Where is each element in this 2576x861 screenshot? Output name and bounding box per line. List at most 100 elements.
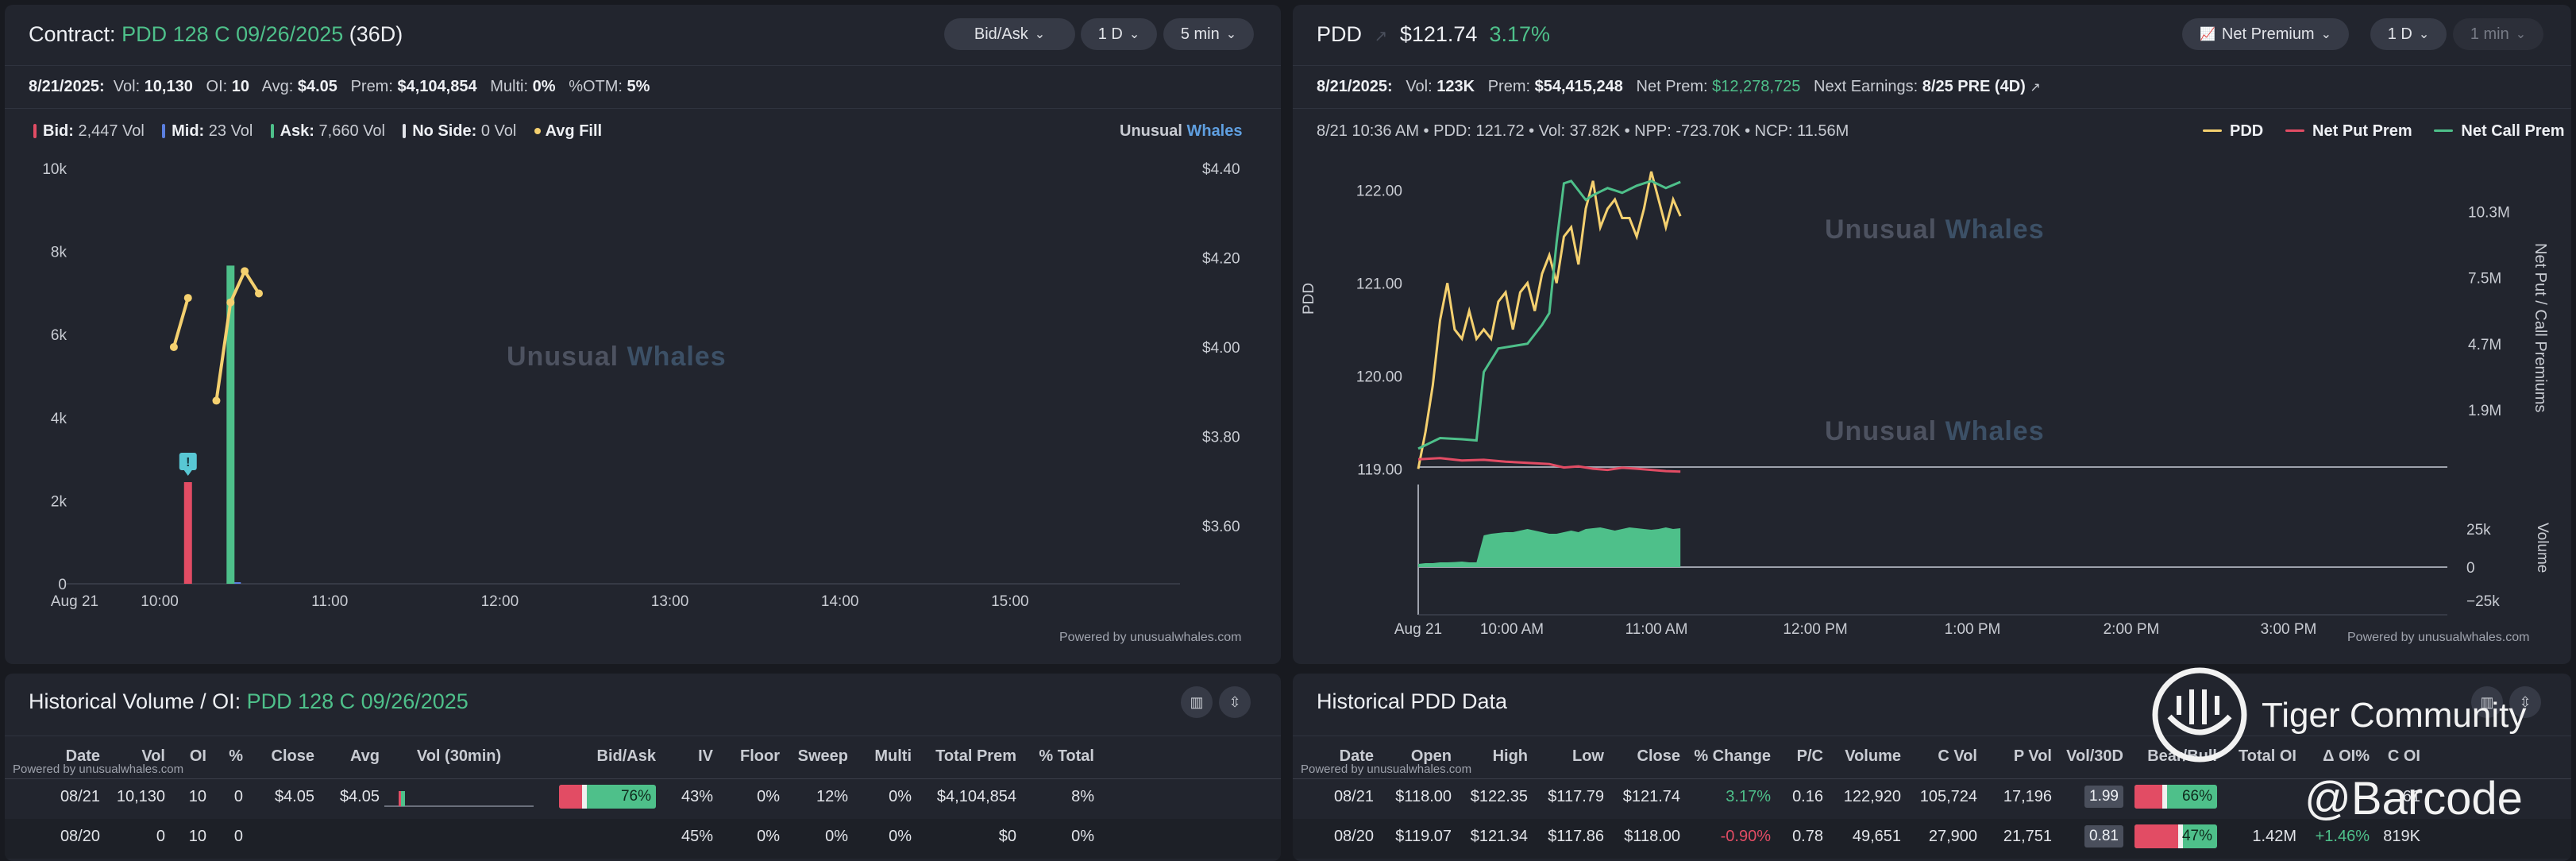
mode-dropdown[interactable]: Bid/Ask ⌄ [944, 18, 1075, 50]
col-change[interactable]: % Change [1694, 747, 1771, 765]
cell-change: 3.17% [1726, 787, 1771, 805]
col-vol[interactable]: Vol [141, 747, 165, 765]
external-link-icon[interactable]: ↗ [1374, 28, 1388, 45]
col-low[interactable]: Low [1572, 747, 1604, 765]
col-total-prem[interactable]: Total Prem [935, 747, 1016, 765]
col-coi[interactable]: C OI [2387, 747, 2420, 765]
col-vol30[interactable]: Vol (30min) [416, 747, 502, 765]
stats-avg-label: Avg: [261, 78, 294, 95]
col-pvol[interactable]: P Vol [2013, 747, 2052, 765]
cell-pc: 0.16 [1792, 787, 1823, 805]
x-tick-label: 1:00 PM [1945, 621, 2001, 638]
legend-pdd[interactable]: PDD [2230, 122, 2264, 140]
cell-sweep: 0% [825, 827, 848, 845]
table-row[interactable]: 08/21 10,130 10 0 $4.05 $4.05 76% 43% 0%… [5, 777, 1281, 817]
chevron-down-icon: ⌄ [2418, 28, 2430, 41]
col-open[interactable]: Open [1410, 747, 1452, 765]
stats-prem: $4,104,854 [397, 78, 477, 95]
cell-volume: 49,651 [1852, 827, 1901, 845]
y-left-tick-label: 119.00 [1357, 461, 1402, 478]
cell-total-oi [2217, 777, 2296, 817]
col-date[interactable]: Date [1339, 747, 1374, 765]
expand-icon[interactable]: ⇳ [1219, 686, 1251, 718]
contract-symbol[interactable]: PDD 128 C 09/26/2025 [121, 22, 344, 46]
legend-noside-label: No Side: [412, 122, 477, 140]
powered-by[interactable]: Powered by unusualwhales.com [13, 763, 184, 776]
volume-tick-label: −25k [2466, 593, 2500, 610]
table-row[interactable] [1293, 819, 2571, 859]
noside-swatch [403, 124, 407, 138]
table-row[interactable]: 08/20 $119.07 $121.34 $117.86 $118.00 -0… [1293, 817, 2571, 856]
legend-call[interactable]: Net Call Prem [2461, 122, 2565, 140]
pdd-ticker[interactable]: PDD [1317, 22, 1363, 46]
col-pct[interactable]: % [229, 747, 243, 765]
contract-panel: Contract: PDD 128 C 09/26/2025 (36D) Bid… [5, 5, 1281, 664]
hist-contract[interactable]: PDD 128 C 09/26/2025 [246, 689, 469, 713]
pdd-range-dropdown[interactable]: 1 D ⌄ [2370, 18, 2447, 50]
x-tick-label: Aug 21 [51, 593, 98, 610]
mode-dropdown-label: Bid/Ask [974, 25, 1028, 43]
col-pc[interactable]: P/C [1796, 747, 1823, 765]
table-row[interactable]: 08/21 $118.00 $122.35 $117.79 $121.74 3.… [1293, 777, 2571, 817]
col-bidask[interactable]: Bid/Ask [596, 747, 656, 765]
col-cvol[interactable]: C Vol [1938, 747, 1977, 765]
col-iv[interactable]: IV [698, 747, 713, 765]
y-left-tick-label: 0 [58, 577, 67, 593]
x-tick-label: Aug 21 [1394, 621, 1442, 638]
contract-legend: Bid: 2,447 Vol Mid: 23 Vol Ask: 7,660 Vo… [33, 122, 602, 141]
pdd-stats-earn[interactable]: 8/25 PRE (4D) [1922, 78, 2026, 95]
stats-oi: 10 [231, 78, 250, 95]
legend-put[interactable]: Net Put Prem [2312, 122, 2412, 140]
col-volume[interactable]: Volume [1845, 747, 1901, 765]
powered-by[interactable]: Powered by unusualwhales.com [1059, 631, 1242, 644]
col-vol30d[interactable]: Vol/30D [2066, 747, 2123, 765]
contract-title-prefix: Contract: [29, 22, 116, 46]
contract-chart[interactable]: 10k 8k 6k 4k 2k 0 $4.40 $4.20 $4.00 $3.80 $3.60 Aug… [5, 5, 1281, 664]
table-row[interactable] [5, 778, 1281, 819]
series-line-pdd [1417, 171, 1682, 469]
interval-dropdown[interactable]: 5 min ⌄ [1163, 18, 1254, 50]
col-pct-total[interactable]: % Total [1039, 747, 1094, 765]
pdd-mode-dropdown[interactable]: 📈 Net Premium ⌄ [2182, 18, 2349, 50]
col-avg[interactable]: Avg [349, 747, 380, 765]
avg-fill-point [241, 267, 249, 276]
range-dropdown[interactable]: 1 D ⌄ [1081, 18, 1157, 50]
pdd-stats-vol-label: Vol: [1406, 78, 1433, 95]
pdd-chart[interactable]: 122.00 121.00 120.00 119.00 10.3M 7.5M 4.7M 1.9… [1293, 5, 2571, 664]
table-row[interactable] [1293, 778, 2571, 819]
cell-coi: 819K [2383, 827, 2420, 845]
cell-vol30d: 0.81 [2052, 817, 2123, 856]
col-delta-oi[interactable]: Δ OI% [2323, 747, 2370, 765]
col-multi[interactable]: Multi [874, 747, 912, 765]
columns-icon[interactable]: ▥ [1181, 686, 1213, 718]
expand-icon[interactable]: ⇳ [2509, 686, 2541, 718]
col-close[interactable]: Close [271, 747, 314, 765]
col-floor[interactable]: Floor [740, 747, 780, 765]
cell-close: $121.74 [1622, 787, 1680, 805]
cell-date: 08/20 [60, 827, 100, 845]
powered-by[interactable]: Powered by unusualwhales.com [1301, 763, 1472, 776]
avg-fill-point [212, 396, 221, 405]
series-line-net-call-prem [1417, 180, 1681, 450]
watermark: Unusual Whales [1825, 416, 2045, 447]
sparkline [384, 791, 534, 807]
cell-bearbull: 66% [2123, 777, 2217, 817]
x-tick-label: 14:00 [821, 593, 859, 610]
table-row[interactable] [5, 819, 1281, 859]
call-legend-swatch [2434, 129, 2454, 132]
columns-icon[interactable]: ▥ [2471, 686, 2503, 718]
vol30d-badge: 1.99 [2084, 786, 2123, 808]
powered-by[interactable]: Powered by unusualwhales.com [2347, 631, 2530, 644]
x-tick-label: 12:00 PM [1783, 621, 1847, 638]
external-link-icon[interactable]: ↗ [2030, 81, 2041, 95]
col-total-oi[interactable]: Total OI [2239, 747, 2296, 765]
col-close[interactable]: Close [1637, 747, 1680, 765]
pdd-interval-dropdown[interactable]: 1 min ⌄ [2453, 18, 2543, 50]
col-date[interactable]: Date [65, 747, 100, 765]
col-sweep[interactable]: Sweep [797, 747, 848, 765]
col-oi[interactable]: OI [189, 747, 206, 765]
x-tick-label: 2:00 PM [2104, 621, 2160, 638]
table-row[interactable]: 08/20 0 10 0 45% 0% 0% 0% $0 0% [5, 817, 1281, 856]
col-high[interactable]: High [1492, 747, 1528, 765]
y-right-tick-label: $4.20 [1202, 250, 1240, 267]
